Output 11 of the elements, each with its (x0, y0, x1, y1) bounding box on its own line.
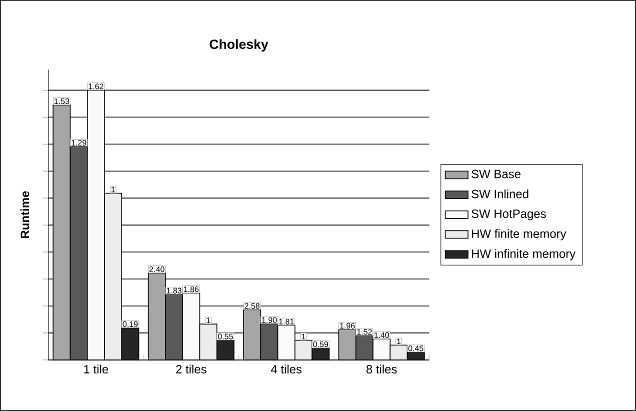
legend-label: SW Base (472, 170, 520, 178)
legend-label: HW infinite memory (472, 249, 576, 260)
x-tick-label: 4 tiles (270, 364, 302, 374)
legend-label: HW finite memory (472, 229, 566, 240)
legend-label: SW Inlined (472, 189, 528, 198)
y-axis-title: Runtime (20, 191, 30, 238)
x-tick-label: 2 tiles (176, 364, 206, 374)
chart-title: Cholesky (210, 39, 268, 52)
x-tick-label: 8 tiles (366, 364, 397, 374)
x-tick-label: 1 tile (84, 364, 108, 374)
legend-label: SW HotPages (472, 209, 546, 220)
